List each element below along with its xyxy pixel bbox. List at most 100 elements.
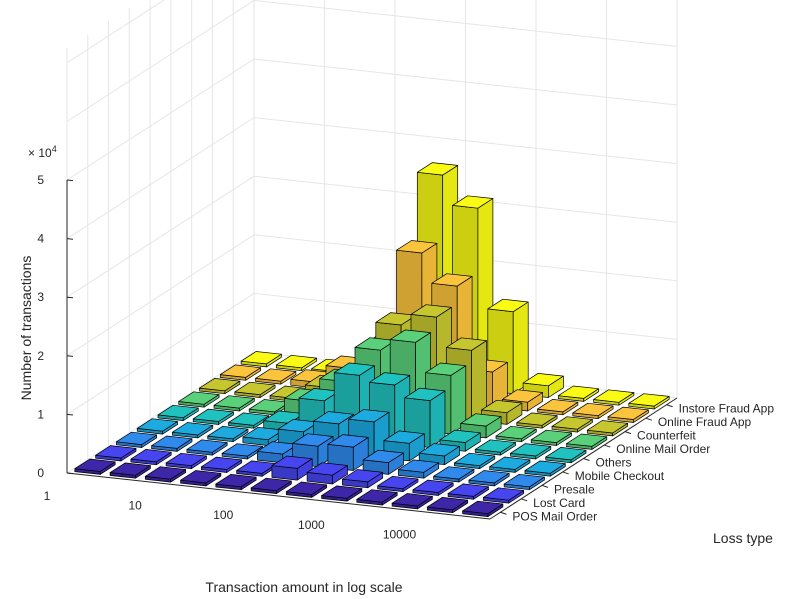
bar-top-face (342, 469, 384, 483)
bar-top-face (433, 466, 475, 480)
z-tick-label: 0 (37, 466, 44, 480)
bar (109, 462, 151, 479)
bar-top-face (136, 418, 178, 432)
bar (130, 449, 172, 466)
x-axis-line (66, 472, 491, 520)
bar (474, 439, 516, 456)
grid-line (66, 117, 678, 240)
z-tick-mark (66, 413, 74, 416)
bar-top-face (219, 364, 261, 378)
bar-top-face (172, 422, 214, 436)
bar-top-face (213, 395, 255, 409)
bar-top-face (250, 477, 292, 492)
bar-top-face (285, 481, 328, 495)
bar-top-face (116, 431, 158, 445)
x-tick-label: 1 (44, 489, 51, 503)
z-axis-title: Number of transactions (18, 256, 34, 401)
bar-top-face (510, 443, 552, 457)
bar-top-face (418, 443, 460, 457)
x-tick-label: 100 (213, 508, 233, 522)
bar (228, 412, 270, 429)
bar (566, 433, 608, 450)
bar-top-face (391, 493, 433, 507)
bar-top-face (221, 443, 263, 457)
bar (447, 483, 489, 500)
bar-top-face (426, 497, 469, 511)
bar (172, 422, 214, 439)
bar (250, 477, 292, 494)
z-tick-mark (66, 472, 74, 475)
grid-line (66, 175, 678, 298)
bar-top-face (192, 408, 234, 422)
bar (213, 395, 255, 412)
z-tick-label: 3 (37, 290, 44, 304)
bar (116, 431, 158, 448)
bar (136, 418, 178, 435)
bar-top-face (416, 162, 459, 176)
bar-top-face (628, 393, 670, 407)
grid-line (66, 292, 678, 415)
bar (95, 445, 137, 462)
z-tick-label: 5 (37, 173, 44, 187)
y-tick-mark (521, 498, 528, 502)
z-tick-mark (66, 355, 74, 357)
bar-top-face (398, 459, 440, 473)
bar (398, 459, 440, 479)
bar-top-face (501, 389, 543, 403)
bar (537, 399, 579, 416)
bar (144, 466, 187, 483)
bar-side-face (512, 301, 529, 395)
bar (391, 493, 433, 510)
bar (468, 470, 510, 487)
bar-top-face (348, 409, 390, 423)
bar-top-face (516, 412, 558, 426)
bar (201, 456, 243, 473)
grid-line (66, 58, 678, 181)
bar-top-face (551, 416, 593, 430)
bar-top-face (593, 389, 635, 403)
bar (628, 393, 670, 410)
bar-top-face (537, 399, 579, 413)
bar-top-face (151, 435, 193, 449)
bar-top-face (178, 391, 220, 405)
bar (530, 429, 572, 446)
grid-line (66, 0, 678, 122)
bar-top-face (445, 337, 487, 351)
bar-top-face (452, 195, 494, 209)
y-tick-label: Mobile Checkout (575, 469, 665, 483)
bar-top-face (377, 475, 419, 490)
bar (151, 435, 193, 452)
y-tick-mark (666, 404, 673, 408)
bar-top-face (255, 368, 297, 382)
bar-top-face (487, 298, 529, 313)
y-tick-label: Presale (554, 482, 595, 496)
y-tick-mark (624, 431, 632, 435)
bar (412, 479, 454, 496)
bar-top-face (468, 470, 510, 484)
bar (557, 385, 600, 402)
bar (516, 412, 558, 429)
bar-top-face (383, 430, 425, 444)
bar (306, 462, 348, 485)
bar-top-face (410, 304, 452, 318)
bar (545, 447, 587, 464)
bar-top-face (474, 439, 516, 453)
bar-top-face (240, 351, 282, 365)
bar (481, 399, 523, 425)
bar (192, 408, 234, 425)
bar-top-face (545, 447, 587, 461)
bar-top-face (412, 479, 454, 493)
grid-line (66, 351, 255, 474)
y-tick-label: POS Mail Order (512, 509, 597, 523)
bar (489, 456, 531, 473)
bar (74, 458, 116, 475)
bar-top-face (369, 372, 411, 386)
bar-top-face (495, 425, 537, 440)
bar-top-face (489, 456, 531, 470)
bar-top-face (396, 240, 438, 254)
bar-top-face (306, 462, 348, 476)
bar (321, 485, 363, 502)
bar (503, 473, 545, 491)
bar (593, 389, 635, 406)
